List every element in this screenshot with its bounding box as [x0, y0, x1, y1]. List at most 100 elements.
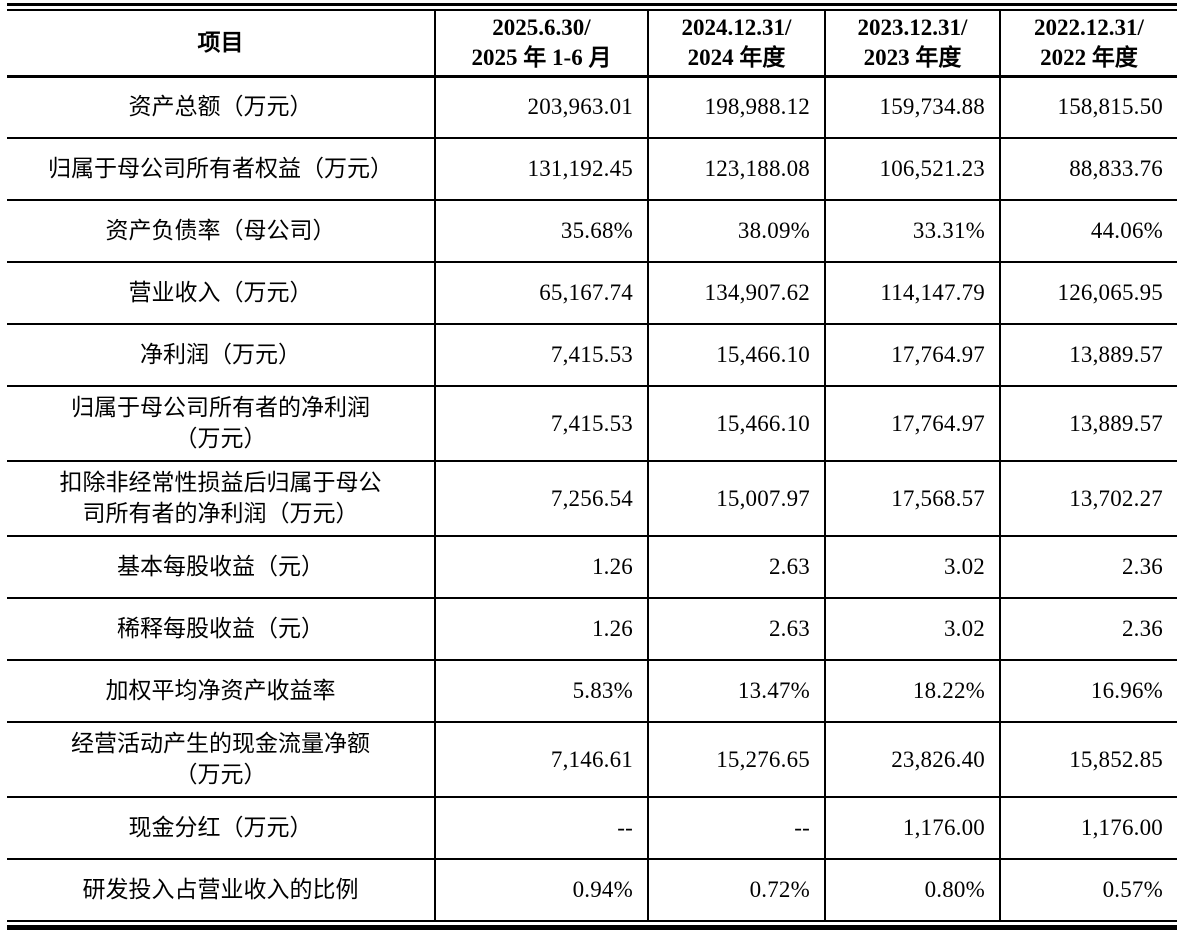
- row-label-line: 加权平均净资产收益率: [105, 677, 336, 703]
- row-value: 1.26: [434, 536, 648, 599]
- header-period-line1: 2024.12.31/: [681, 15, 792, 41]
- row-label-line: 稀释每股收益（元）: [117, 615, 324, 641]
- row-value: 123,188.08: [647, 138, 825, 201]
- header-item-column: 项目: [7, 9, 435, 78]
- row-value: 35.68%: [434, 200, 648, 263]
- row-value: 13,889.57: [999, 324, 1177, 387]
- row-value: 159,734.88: [824, 76, 1000, 139]
- table-row: 净利润（万元） 7,415.53 15,466.10 17,764.97 13,889.…: [7, 324, 1177, 387]
- row-value: 1.26: [434, 598, 648, 661]
- row-label: 加权平均净资产收益率: [7, 660, 435, 723]
- row-value: 3.02: [824, 536, 1000, 599]
- row-value: --: [647, 797, 825, 860]
- header-period-line2: 2022 年度: [1040, 44, 1138, 70]
- row-value: 1,176.00: [999, 797, 1177, 860]
- row-value: --: [434, 797, 648, 860]
- row-value: 13.47%: [647, 660, 825, 723]
- row-value: 65,167.74: [434, 262, 648, 325]
- row-value: 203,963.01: [434, 76, 648, 139]
- row-value: 17,568.57: [824, 461, 1000, 537]
- header-period-line2: 2023 年度: [863, 44, 962, 70]
- row-value: 0.72%: [647, 859, 825, 922]
- table-row: 稀释每股收益（元） 1.26 2.63 3.02 2.36: [7, 598, 1177, 661]
- table-row: 现金分红（万元） -- -- 1,176.00 1,176.00: [7, 797, 1177, 860]
- row-value: 158,815.50: [999, 76, 1177, 139]
- row-value: 106,521.23: [824, 138, 1000, 201]
- table-row: 扣除非经常性损益后归属于母公 司所有者的净利润（万元） 7,256.54 15,007…: [7, 461, 1177, 537]
- row-label-line: （万元）: [174, 425, 267, 451]
- row-label: 研发投入占营业收入的比例: [7, 859, 435, 922]
- header-period-line1: 2025.6.30/: [492, 15, 591, 41]
- row-value: 2.63: [647, 536, 825, 599]
- row-label: 归属于母公司所有者的净利润 （万元）: [7, 386, 435, 462]
- row-value: 7,415.53: [434, 386, 648, 462]
- row-label-line: 司所有者的净利润（万元）: [82, 500, 359, 526]
- row-label: 归属于母公司所有者权益（万元）: [7, 138, 435, 201]
- row-value: 18.22%: [824, 660, 1000, 723]
- row-value: 13,702.27: [999, 461, 1177, 537]
- row-value: 0.80%: [824, 859, 1000, 922]
- row-label: 资产总额（万元）: [7, 76, 435, 139]
- table-row: 加权平均净资产收益率 5.83% 13.47% 18.22% 16.96%: [7, 660, 1177, 723]
- table-bottom-thick-rule: [7, 925, 1177, 930]
- row-value: 0.94%: [434, 859, 648, 922]
- row-value: 131,192.45: [434, 138, 648, 201]
- row-value: 126,065.95: [999, 262, 1177, 325]
- row-value: 15,276.65: [647, 722, 825, 798]
- row-value: 2.63: [647, 598, 825, 661]
- row-label: 基本每股收益（元）: [7, 536, 435, 599]
- row-value: 7,146.61: [434, 722, 648, 798]
- row-value: 7,415.53: [434, 324, 648, 387]
- header-period-2023: 2023.12.31/ 2023 年度: [824, 9, 1000, 78]
- row-value: 15,007.97: [647, 461, 825, 537]
- financial-summary-table: 项目 2025.6.30/ 2025 年 1-6 月 2024.12.31/ 2…: [7, 9, 1177, 922]
- row-label-line: 归属于母公司所有者权益（万元）: [48, 155, 393, 181]
- row-label-line: 资产负债率（母公司）: [105, 217, 336, 243]
- row-value: 0.57%: [999, 859, 1177, 922]
- row-label: 营业收入（万元）: [7, 262, 435, 325]
- row-label-line: 资产总额（万元）: [128, 94, 313, 120]
- row-value: 13,889.57: [999, 386, 1177, 462]
- table-top-double-rule: [7, 3, 1177, 6]
- row-value: 17,764.97: [824, 386, 1000, 462]
- header-period-2022: 2022.12.31/ 2022 年度: [999, 9, 1177, 78]
- row-value: 114,147.79: [824, 262, 1000, 325]
- row-value: 3.02: [824, 598, 1000, 661]
- row-value: 198,988.12: [647, 76, 825, 139]
- row-label-line: 研发投入占营业收入的比例: [82, 876, 359, 902]
- row-value: 88,833.76: [999, 138, 1177, 201]
- header-period-line1: 2023.12.31/: [857, 15, 968, 41]
- header-period-line1: 2022.12.31/: [1034, 15, 1144, 41]
- row-label-line: 营业收入（万元）: [128, 279, 313, 305]
- row-value: 44.06%: [999, 200, 1177, 263]
- row-label: 现金分红（万元）: [7, 797, 435, 860]
- table-row: 归属于母公司所有者权益（万元） 131,192.45 123,188.08 106,5…: [7, 138, 1177, 201]
- table-header: 项目 2025.6.30/ 2025 年 1-6 月 2024.12.31/ 2…: [7, 9, 1177, 78]
- row-label: 经营活动产生的现金流量净额 （万元）: [7, 722, 435, 798]
- row-label: 稀释每股收益（元）: [7, 598, 435, 661]
- row-label-line: 基本每股收益（元）: [117, 553, 324, 579]
- header-period-2025: 2025.6.30/ 2025 年 1-6 月: [434, 9, 648, 78]
- row-label: 资产负债率（母公司）: [7, 200, 435, 263]
- row-value: 2.36: [999, 598, 1177, 661]
- row-value: 23,826.40: [824, 722, 1000, 798]
- table-row: 资产负债率（母公司） 35.68% 38.09% 33.31% 44.06%: [7, 200, 1177, 263]
- row-value: 2.36: [999, 536, 1177, 599]
- table-row: 研发投入占营业收入的比例 0.94% 0.72% 0.80% 0.57%: [7, 859, 1177, 922]
- row-label-line: 扣除非经常性损益后归属于母公: [59, 470, 382, 496]
- row-value: 15,466.10: [647, 386, 825, 462]
- table-row: 归属于母公司所有者的净利润 （万元） 7,415.53 15,466.10 17,764…: [7, 386, 1177, 462]
- row-value: 15,852.85: [999, 722, 1177, 798]
- table-row: 经营活动产生的现金流量净额 （万元） 7,146.61 15,276.65 23,826…: [7, 722, 1177, 798]
- row-label: 扣除非经常性损益后归属于母公 司所有者的净利润（万元）: [7, 461, 435, 537]
- row-label-line: 净利润（万元）: [140, 341, 301, 367]
- row-value: 16.96%: [999, 660, 1177, 723]
- row-value: 7,256.54: [434, 461, 648, 537]
- header-row: 项目 2025.6.30/ 2025 年 1-6 月 2024.12.31/ 2…: [7, 9, 1177, 78]
- row-label-line: 经营活动产生的现金流量净额: [71, 731, 370, 757]
- row-label-line: 归属于母公司所有者的净利润: [71, 395, 370, 421]
- row-label: 净利润（万元）: [7, 324, 435, 387]
- row-value: 33.31%: [824, 200, 1000, 263]
- header-period-2024: 2024.12.31/ 2024 年度: [647, 9, 825, 78]
